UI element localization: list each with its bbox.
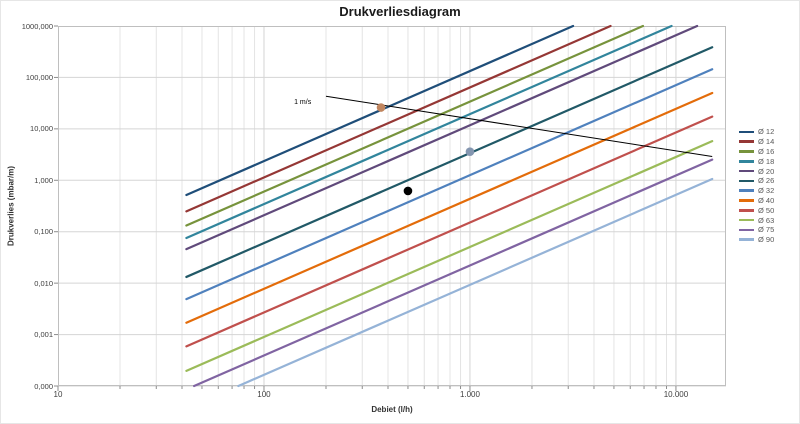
x-tick-label: 10 [53,390,63,399]
y-tick-label: 10,000 [30,124,53,134]
legend-label: Ø 26 [758,176,775,186]
y-tick-label: 0,001 [34,330,53,340]
legend-item: Ø 16 [739,147,774,157]
legend-swatch [739,130,754,134]
legend-swatch [739,150,754,153]
legend-swatch [739,209,754,212]
legend-item: Ø 32 [739,186,774,196]
plot-area [54,24,726,391]
legend-item: Ø 14 [739,137,774,147]
marker-black-dot [403,186,413,196]
legend-label: Ø 16 [758,146,775,156]
series-line-63 [185,140,714,372]
legend-item: Ø 20 [739,166,774,176]
series-line-20 [185,24,699,251]
legend-swatch [739,238,754,241]
y-tick-label: 1,000 [34,175,53,185]
series-line-90 [237,177,714,388]
legend-item: Ø 18 [739,156,774,166]
legend-label: Ø 50 [758,205,775,215]
legend-label: Ø 14 [758,137,775,147]
y-tick-label: 100,000 [25,72,53,82]
y-tick-label: 0,100 [34,227,53,237]
x-axis-title: Debiet (l/h) [371,405,413,414]
series-line-16 [185,24,645,227]
series-line-40 [185,91,714,324]
chart-title: Drukverliesdiagram [339,4,461,19]
legend-swatch [739,169,754,173]
legend-label: Ø 90 [758,235,775,245]
reference-line-label: 1 m/s [294,99,312,107]
y-tick-label: 1000,000 [21,21,53,31]
legend-swatch [739,140,754,143]
series-line-75 [193,158,714,388]
legend-swatch [739,189,754,192]
legend-item: Ø 75 [739,225,774,235]
series-line-18 [185,24,673,240]
x-tick-label: 10.000 [663,390,689,399]
y-tick-label: 0,000 [34,381,53,391]
legend-item: Ø 50 [739,205,774,215]
marker-tan-dot [376,103,386,112]
reference-line-1ms [325,95,713,157]
series-line-50 [185,115,714,348]
legend-item: Ø 40 [739,196,774,206]
marker-slate-dot [465,147,475,156]
legend-swatch [739,228,754,232]
legend: Ø 12 Ø 14 Ø 16 Ø 18 Ø 20 Ø 26 Ø 32 Ø 40 Ø 50 Ø 63… [739,127,774,245]
series-line-26 [185,46,714,279]
legend-label: Ø 18 [758,156,775,166]
legend-item: Ø 12 [739,127,774,137]
legend-swatch [739,179,754,183]
legend-label: Ø 40 [758,195,775,205]
legend-label: Ø 32 [758,186,775,196]
x-tick-label: 1.000 [459,390,480,399]
x-tick-label: 100 [257,390,271,399]
legend-label: Ø 12 [758,127,775,137]
legend-label: Ø 63 [758,215,775,225]
legend-swatch [739,218,754,222]
series-line-14 [185,24,612,213]
legend-label: Ø 75 [758,225,775,235]
legend-item: Ø 90 [739,235,774,245]
legend-item: Ø 26 [739,176,774,186]
legend-label: Ø 20 [758,166,775,176]
legend-item: Ø 63 [739,215,774,225]
y-tick-label: 0,010 [34,278,53,288]
plot-border [58,26,726,386]
series-line-32 [185,68,714,301]
legend-swatch [739,160,754,163]
legend-swatch [739,199,754,202]
